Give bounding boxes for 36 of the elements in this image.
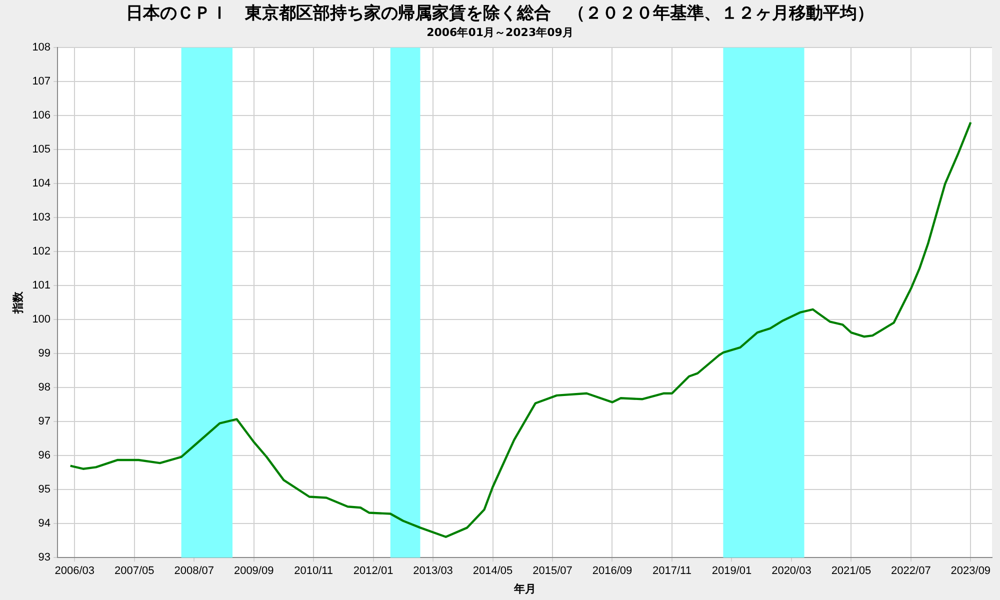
x-axis-title: 年月 (512, 582, 536, 596)
x-tick-label: 2022/07 (891, 565, 931, 578)
x-tick-label: 2013/03 (413, 565, 453, 578)
x-tick-label: 2009/09 (234, 565, 274, 578)
y-tick-label: 95 (38, 484, 51, 496)
x-tick-label: 2016/09 (592, 565, 632, 578)
x-tick-label: 2014/05 (472, 565, 513, 578)
y-tick-label: 107 (32, 76, 51, 88)
y-tick-label: 96 (38, 450, 51, 462)
y-tick-label: 98 (38, 382, 51, 394)
x-tick-label: 2015/07 (532, 565, 572, 578)
y-tick-label: 108 (32, 42, 51, 54)
y-axis-title: 指数 (12, 290, 25, 315)
y-tick-label: 104 (32, 178, 51, 190)
x-tick-label: 2020/03 (772, 565, 812, 578)
x-tick-label: 2017/11 (652, 565, 692, 578)
y-tick-label: 103 (32, 212, 51, 224)
x-tick-label: 2007/05 (114, 565, 154, 578)
x-tick-label: 2019/01 (712, 565, 752, 578)
x-tick-label: 2023/09 (950, 565, 991, 578)
x-tick-label: 2010/11 (294, 565, 334, 578)
y-tick-label: 101 (32, 280, 51, 292)
chart-subtitle: 2006年01月～2023年09月 (426, 26, 574, 39)
y-tick-label: 105 (32, 144, 51, 156)
chart-title: 日本のＣＰＩ 東京都区部持ち家の帰属家賃を除く総合 （２０２０年基準、１２ヶ月移動平均） (126, 4, 874, 24)
y-tick-label: 102 (32, 246, 51, 258)
y-tick-label: 99 (38, 348, 51, 360)
y-tick-label: 106 (32, 110, 51, 122)
x-tick-label: 2012/01 (353, 565, 394, 578)
x-tick-label: 2006/03 (54, 565, 95, 578)
y-tick-label: 93 (38, 552, 51, 564)
y-tick-label: 94 (38, 518, 51, 530)
x-tick-label: 2008/07 (174, 565, 214, 578)
y-tick-label: 97 (38, 416, 51, 428)
y-tick-label: 100 (32, 314, 51, 326)
x-tick-label: 2021/05 (831, 565, 872, 578)
